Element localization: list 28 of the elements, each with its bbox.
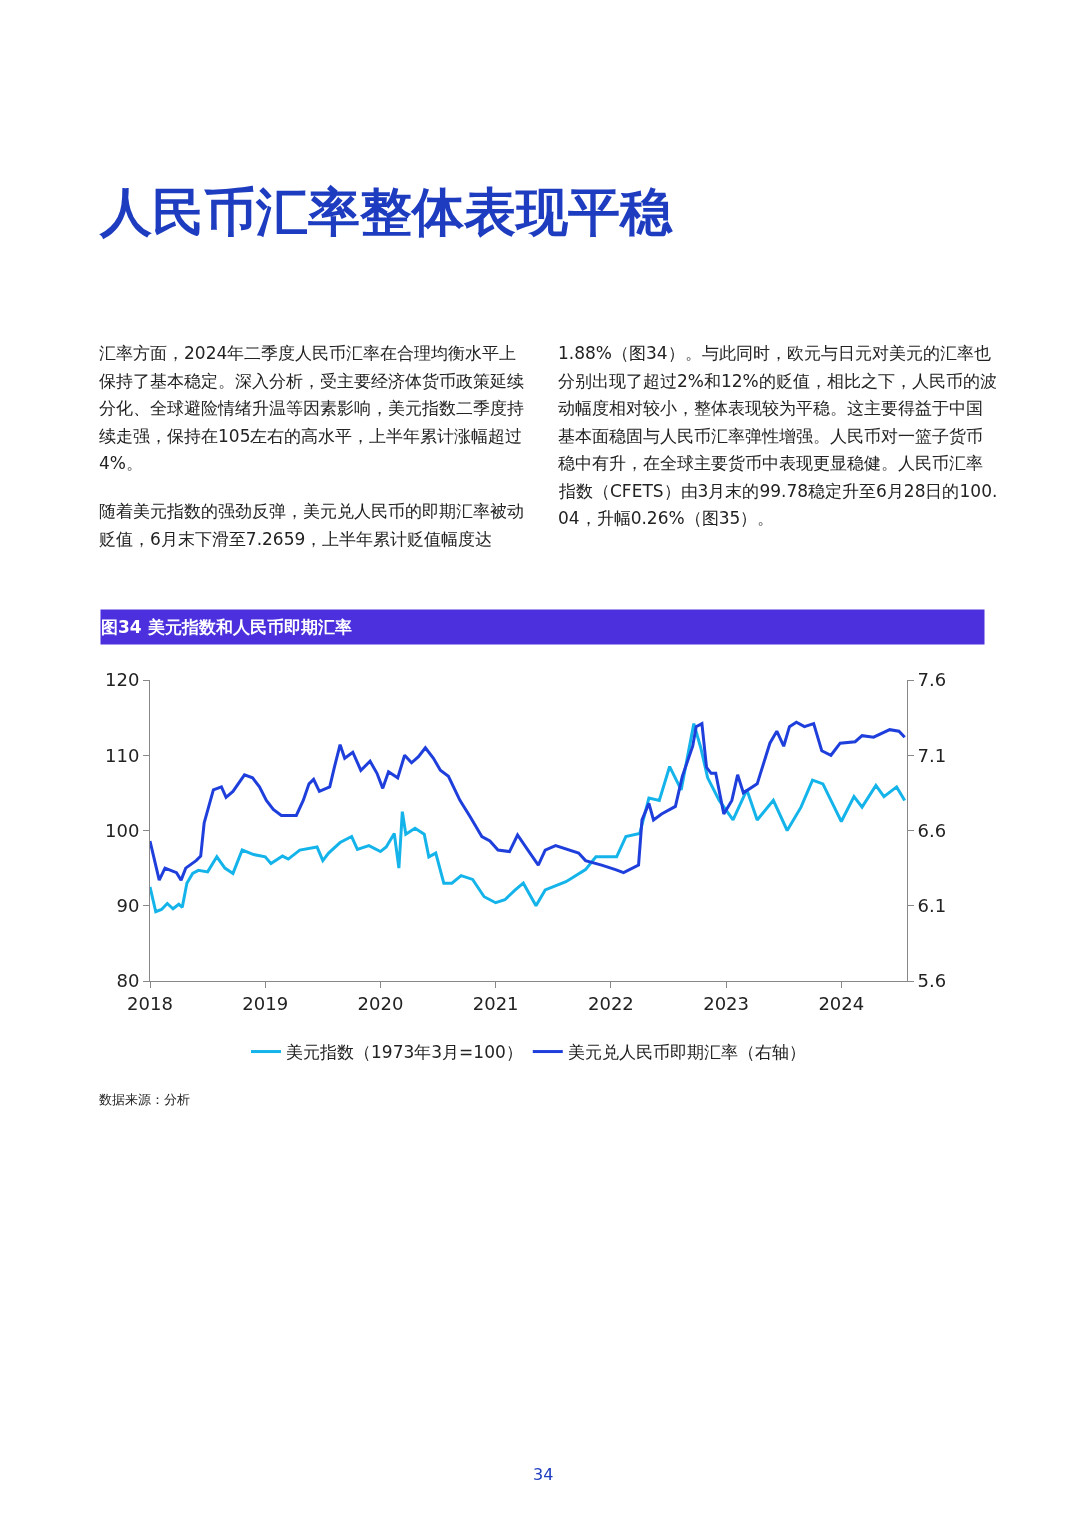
line-series <box>150 722 907 914</box>
y-tick-label: 120 <box>105 669 140 691</box>
line-series <box>150 720 907 882</box>
chart-subtitle: 图34 美元指数和人民币即期汇率 <box>101 617 352 637</box>
text: 1.88%（图34）。与此同时，欧元与日元对美元的汇率也分别出现了超过2%和12%的贬值，相比之下，人民币的波动幅度相对较小，整体表现较为平稳。这主要得益于中国基本面稳固与人民币汇率弹性增强。人民币对一篮子货币稳中有升，在全球主要货币中表现更显稳健。人民币汇率指数（CFETS）由3月末的99.78稳定升至6月28日的100.04，升幅0.26%（图35）。 <box>558 343 998 528</box>
legend-label: 美元指数（1973年3月=100） <box>286 1042 523 1063</box>
x-tick-label: 2022 <box>587 992 634 1014</box>
x-tick-label: 2019 <box>242 992 289 1014</box>
legend-label: 美元兑人民币即期汇率（右轴） <box>567 1042 806 1063</box>
y2-tick-label: 6.1 <box>917 895 947 917</box>
y-tick-label: 100 <box>105 819 140 841</box>
text: 34 <box>533 1465 554 1484</box>
y-tick-label: 110 <box>105 744 140 766</box>
chart-title: 人民币汇率整体表现平稳 <box>99 182 673 243</box>
x-tick-label: 2024 <box>818 992 865 1014</box>
y-tick-label: 90 <box>116 895 140 917</box>
y2-tick-label: 7.1 <box>917 744 947 766</box>
y2-tick-label: 5.6 <box>917 970 947 992</box>
x-tick-label: 2021 <box>472 992 519 1014</box>
y2-tick-label: 6.6 <box>917 819 947 841</box>
x-tick-label: 2018 <box>127 992 173 1014</box>
text: 汇率方面，2024年二季度人民币汇率在合理均衡水平上保持了基本稳定。深入分析，受主要经济体货币政策延续分化、全球避险情绪升温等因素影响，美元指数二季度持续走强，保持在105左右的高水平，上半年累计涨幅超过4%。 <box>99 343 524 473</box>
x-tick-label: 2023 <box>703 992 750 1014</box>
x-tick-label: 2020 <box>357 992 404 1014</box>
source-note: 数据来源：分析 <box>99 1092 190 1107</box>
y2-tick-label: 7.6 <box>917 669 947 691</box>
y-tick-label: 80 <box>116 970 140 992</box>
text: 随着美元指数的强劲反弹，美元兑人民币的即期汇率被动贬值，6月末下滑至7.2659，上半年累计贬值幅度达 <box>99 501 524 549</box>
